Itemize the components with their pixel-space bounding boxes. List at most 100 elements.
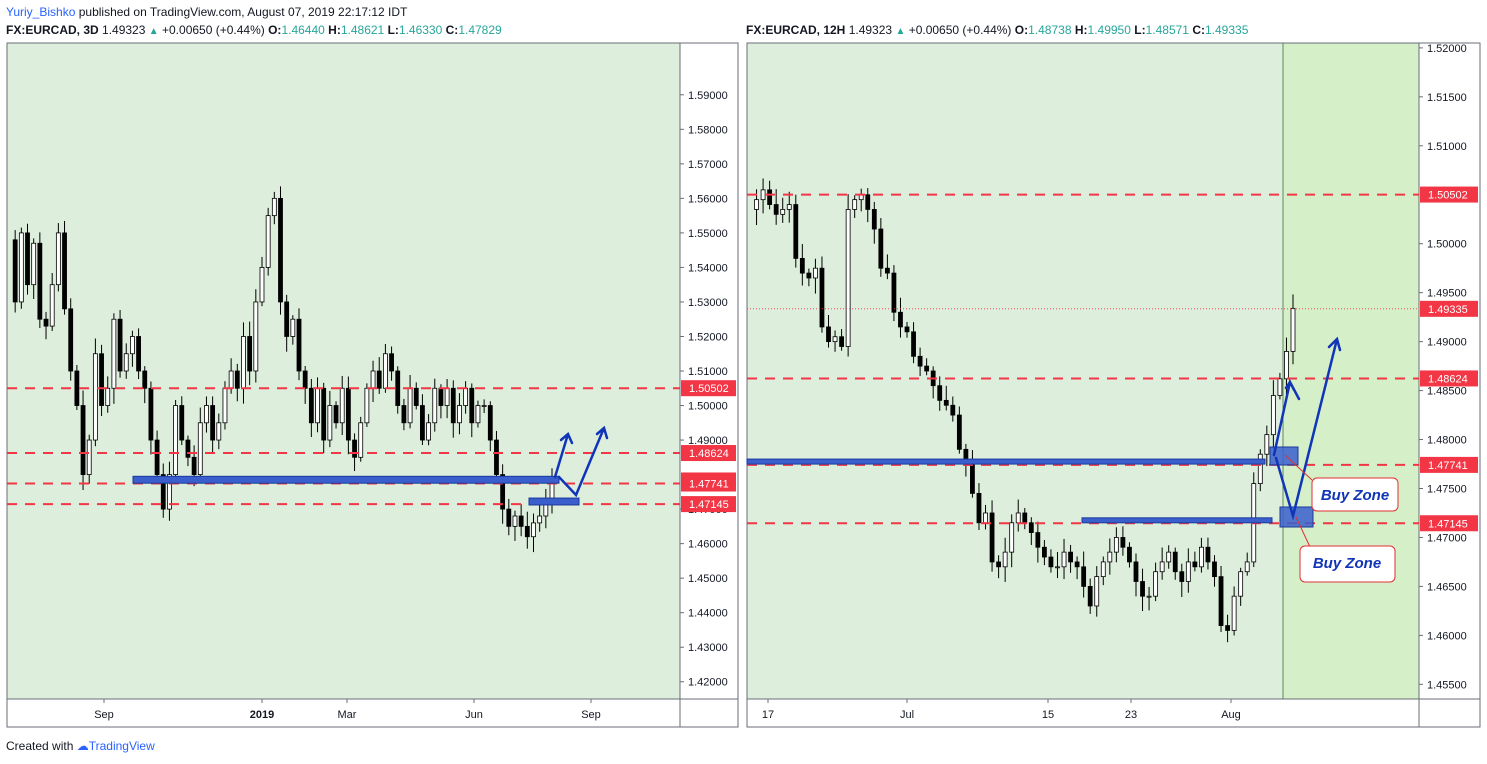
right-candle-body [976,492,982,524]
right-candle [1048,549,1054,573]
left-candle-body [43,318,49,327]
left-candle-body [265,215,271,268]
left-candle-body [68,308,74,372]
left-y-tick-label: 1.42000 [688,677,728,689]
right-candle-body [1205,546,1211,563]
right-candle-body [871,209,877,230]
left-candle [401,398,407,431]
right-y-tick-label: 1.52000 [1427,43,1467,55]
left-candle [111,313,117,404]
left-candle-body [148,387,154,441]
left-candle [148,381,154,455]
left-candle-body [407,387,413,424]
right-candle [793,194,799,268]
right-candle-body [1002,551,1008,568]
right-low-label: L: [1134,23,1146,37]
left-candle [62,221,67,315]
right-candle [891,265,897,322]
left-candle-body [364,387,370,424]
left-low: 1.46330 [398,23,443,37]
tradingview-link[interactable]: TradingView [88,739,155,753]
left-candle [160,463,166,518]
left-candle-body [358,422,364,458]
right-candle-body [917,355,923,367]
left-candle-body [191,456,197,475]
left-candle-body [210,405,216,441]
right-candle [1002,537,1008,582]
left-candle-body [105,387,111,406]
right-candle [950,396,956,422]
left-candle [506,498,512,536]
right-candle [917,347,923,377]
left-candle [259,256,265,307]
right-y-tick-label: 1.45500 [1427,679,1467,691]
left-candle [123,343,129,379]
right-candle [1264,425,1270,467]
right-y-tick-label: 1.48500 [1427,386,1467,398]
right-candle-body [799,258,805,274]
right-candle [1087,578,1093,614]
left-candle [413,382,419,410]
right-candle [1185,548,1191,593]
right-candle [1284,337,1289,395]
left-candle-body [413,387,419,406]
right-candle-body [1192,561,1198,568]
right-candle [1225,614,1230,643]
right-candle [937,376,943,411]
right-candle [1212,555,1217,587]
right-candle-body [754,199,759,210]
right-high-label: H: [1074,23,1088,37]
left-y-tick-label: 1.59000 [688,90,728,102]
left-candle [290,315,296,345]
left-candle-body [321,387,327,441]
right-candle [1100,556,1106,586]
right-candle [1192,551,1198,572]
right-candle-body [767,189,773,205]
left-candle [420,394,425,446]
left-candle-body [179,405,185,441]
left-candle-body [469,387,475,424]
right-candle [1120,526,1126,556]
footer: Created with ☁TradingView [6,739,155,753]
left-candle-body [395,370,401,406]
left-candle-body [315,387,320,424]
left-candle-body [494,439,499,475]
published-text: published on TradingView.com, August 07,… [78,5,408,19]
left-candle [265,207,271,276]
left-candle-body [302,370,308,389]
left-candle-body [62,232,67,310]
left-y-tick-label: 1.49000 [688,435,728,447]
author-link[interactable]: Yuriy_Bishko [6,5,76,19]
left-x-tick-label: Jun [465,709,483,721]
left-candle [358,416,364,462]
right-x-tick-label: Aug [1221,709,1241,721]
right-candle [826,315,831,348]
right-candle [839,329,844,351]
left-price-tag-bg [681,496,736,513]
right-candle-body [1055,566,1060,569]
left-candle-body [389,353,394,372]
buy-zone-label: Buy Zone [1321,487,1389,504]
left-price-tag-label: 1.47741 [689,479,729,491]
right-candle-body [1074,561,1080,568]
left-candle-body [222,387,228,424]
left-panel-border [6,42,739,728]
right-candle [852,195,858,218]
left-candle [142,366,148,404]
right-support-zone [746,458,1266,465]
left-candle-body [173,405,179,475]
left-candle [197,407,203,483]
left-candle-body [537,515,543,524]
left-support-zone [528,497,580,506]
right-candle-body [996,561,1002,568]
left-y-tick-label: 1.57000 [688,159,728,171]
right-candle-body [1022,512,1028,524]
left-candle [500,464,506,524]
left-candle-body [370,370,376,389]
right-candle-body [1127,546,1132,563]
left-candle-body [463,387,469,406]
right-open: 1.48738 [1028,23,1072,37]
right-candle-body [1028,522,1034,533]
left-candle [185,435,191,467]
